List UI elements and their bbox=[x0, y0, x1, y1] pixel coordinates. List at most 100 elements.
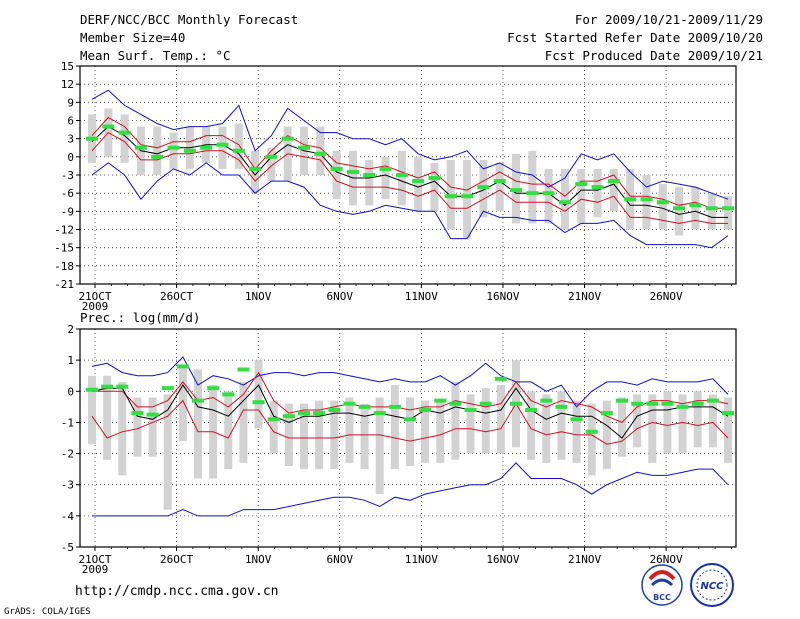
x-tick-label: 1NOV bbox=[245, 290, 272, 303]
spread-box bbox=[169, 132, 178, 169]
observed-marker bbox=[542, 191, 555, 196]
spread-box bbox=[163, 394, 172, 510]
observed-marker bbox=[207, 386, 220, 391]
spread-box bbox=[495, 162, 504, 212]
spread-box bbox=[593, 168, 602, 218]
observed-marker bbox=[249, 166, 262, 171]
forecast-produced-date: Fcst Produced Date 2009/10/21 bbox=[544, 48, 763, 63]
observed-marker bbox=[146, 412, 159, 417]
spread-box bbox=[528, 150, 537, 224]
y-tick-label: 15 bbox=[61, 60, 74, 73]
series-lower-line bbox=[91, 399, 729, 445]
spread-box bbox=[560, 168, 569, 230]
spread-box bbox=[224, 391, 233, 470]
observed-marker bbox=[192, 398, 204, 403]
footer-url[interactable]: http://cmdp.ncc.cma.gov.cn bbox=[75, 584, 279, 599]
spread-box bbox=[218, 126, 227, 169]
observed-marker bbox=[570, 417, 583, 422]
observed-marker bbox=[510, 188, 522, 193]
observed-marker bbox=[646, 401, 659, 406]
spread-box bbox=[557, 391, 566, 460]
spread-box bbox=[663, 391, 672, 454]
series-max-line bbox=[91, 89, 729, 200]
observed-marker bbox=[689, 203, 702, 208]
y-tick-label: -18 bbox=[54, 260, 74, 273]
observed-marker bbox=[176, 364, 189, 369]
observed-marker bbox=[216, 142, 229, 147]
x-year-label: 2009 bbox=[82, 563, 109, 576]
y-tick-label: -6 bbox=[61, 187, 74, 200]
spread-box bbox=[345, 397, 354, 463]
observed-marker bbox=[281, 136, 294, 141]
spread-box bbox=[239, 381, 248, 463]
observed-marker bbox=[624, 197, 637, 202]
series-min-line bbox=[92, 462, 729, 517]
observed-marker bbox=[101, 384, 114, 389]
spread-box bbox=[609, 168, 618, 212]
spread-box bbox=[300, 403, 308, 470]
spread-box bbox=[254, 360, 263, 429]
spread-box bbox=[330, 400, 339, 470]
observed-marker bbox=[161, 386, 174, 391]
x-tick-label: 16NOV bbox=[486, 553, 519, 566]
spread-box bbox=[406, 397, 414, 467]
x-tick-label: 26OCT bbox=[160, 290, 193, 303]
spread-box bbox=[194, 369, 202, 479]
observed-marker bbox=[343, 401, 356, 406]
observed-marker bbox=[575, 182, 588, 187]
spread-box bbox=[633, 394, 642, 448]
spread-box bbox=[178, 366, 187, 442]
plot-frame bbox=[79, 328, 737, 548]
ncc-logo-icon: NCC bbox=[690, 563, 734, 607]
observed-marker bbox=[395, 173, 408, 177]
observed-marker bbox=[200, 145, 213, 150]
x-year-label: 2009 bbox=[82, 300, 109, 313]
observed-marker bbox=[722, 206, 734, 211]
spread-box bbox=[466, 394, 475, 454]
bcc-logo-icon: BCC bbox=[641, 564, 683, 606]
observed-marker bbox=[265, 154, 278, 159]
spread-box bbox=[675, 187, 684, 236]
grads-credit: GrADS: COLA/IGES bbox=[4, 607, 91, 617]
y-tick-label: 6 bbox=[67, 115, 74, 128]
observed-marker bbox=[116, 384, 129, 389]
bcc-logo-text: BCC bbox=[653, 593, 671, 602]
observed-marker bbox=[131, 411, 144, 416]
spread-box bbox=[381, 156, 390, 200]
spread-box bbox=[375, 397, 384, 495]
forecast-period: For 2009/10/21-2009/11/29 bbox=[574, 12, 763, 27]
observed-marker bbox=[102, 124, 115, 129]
y-tick-label: -5 bbox=[61, 541, 74, 554]
observed-marker bbox=[631, 401, 644, 406]
observed-marker bbox=[379, 166, 392, 171]
spread-box bbox=[587, 403, 596, 476]
spread-box bbox=[397, 150, 406, 206]
observed-marker bbox=[722, 411, 734, 416]
observed-marker bbox=[237, 367, 250, 372]
series-min-line bbox=[91, 162, 729, 249]
spread-box bbox=[421, 400, 430, 463]
spread-box bbox=[451, 381, 460, 460]
observed-marker bbox=[118, 130, 131, 135]
spread-box bbox=[269, 400, 278, 454]
spread-box bbox=[678, 394, 687, 454]
y-tick-label: 12 bbox=[61, 78, 74, 91]
observed-marker bbox=[585, 429, 598, 434]
x-tick-label: 6NOV bbox=[327, 553, 354, 566]
x-tick-label: 6NOV bbox=[327, 290, 354, 303]
observed-marker bbox=[328, 407, 341, 412]
observed-marker bbox=[167, 145, 180, 150]
y-tick-label: 0 bbox=[67, 151, 74, 164]
spread-box bbox=[430, 162, 439, 212]
series-upper-line bbox=[91, 116, 728, 209]
y-tick-label: 2 bbox=[67, 323, 74, 336]
spread-box bbox=[648, 394, 657, 463]
logos: BCC NCC bbox=[641, 563, 734, 607]
x-tick-label: 21NOV bbox=[568, 553, 601, 566]
x-tick-label: 21OCT bbox=[78, 290, 111, 303]
y-tick-label: 3 bbox=[67, 133, 74, 146]
observed-marker bbox=[313, 411, 326, 416]
y-tick-label: -9 bbox=[61, 205, 74, 218]
spread-box bbox=[120, 114, 129, 163]
observed-marker bbox=[661, 401, 674, 406]
